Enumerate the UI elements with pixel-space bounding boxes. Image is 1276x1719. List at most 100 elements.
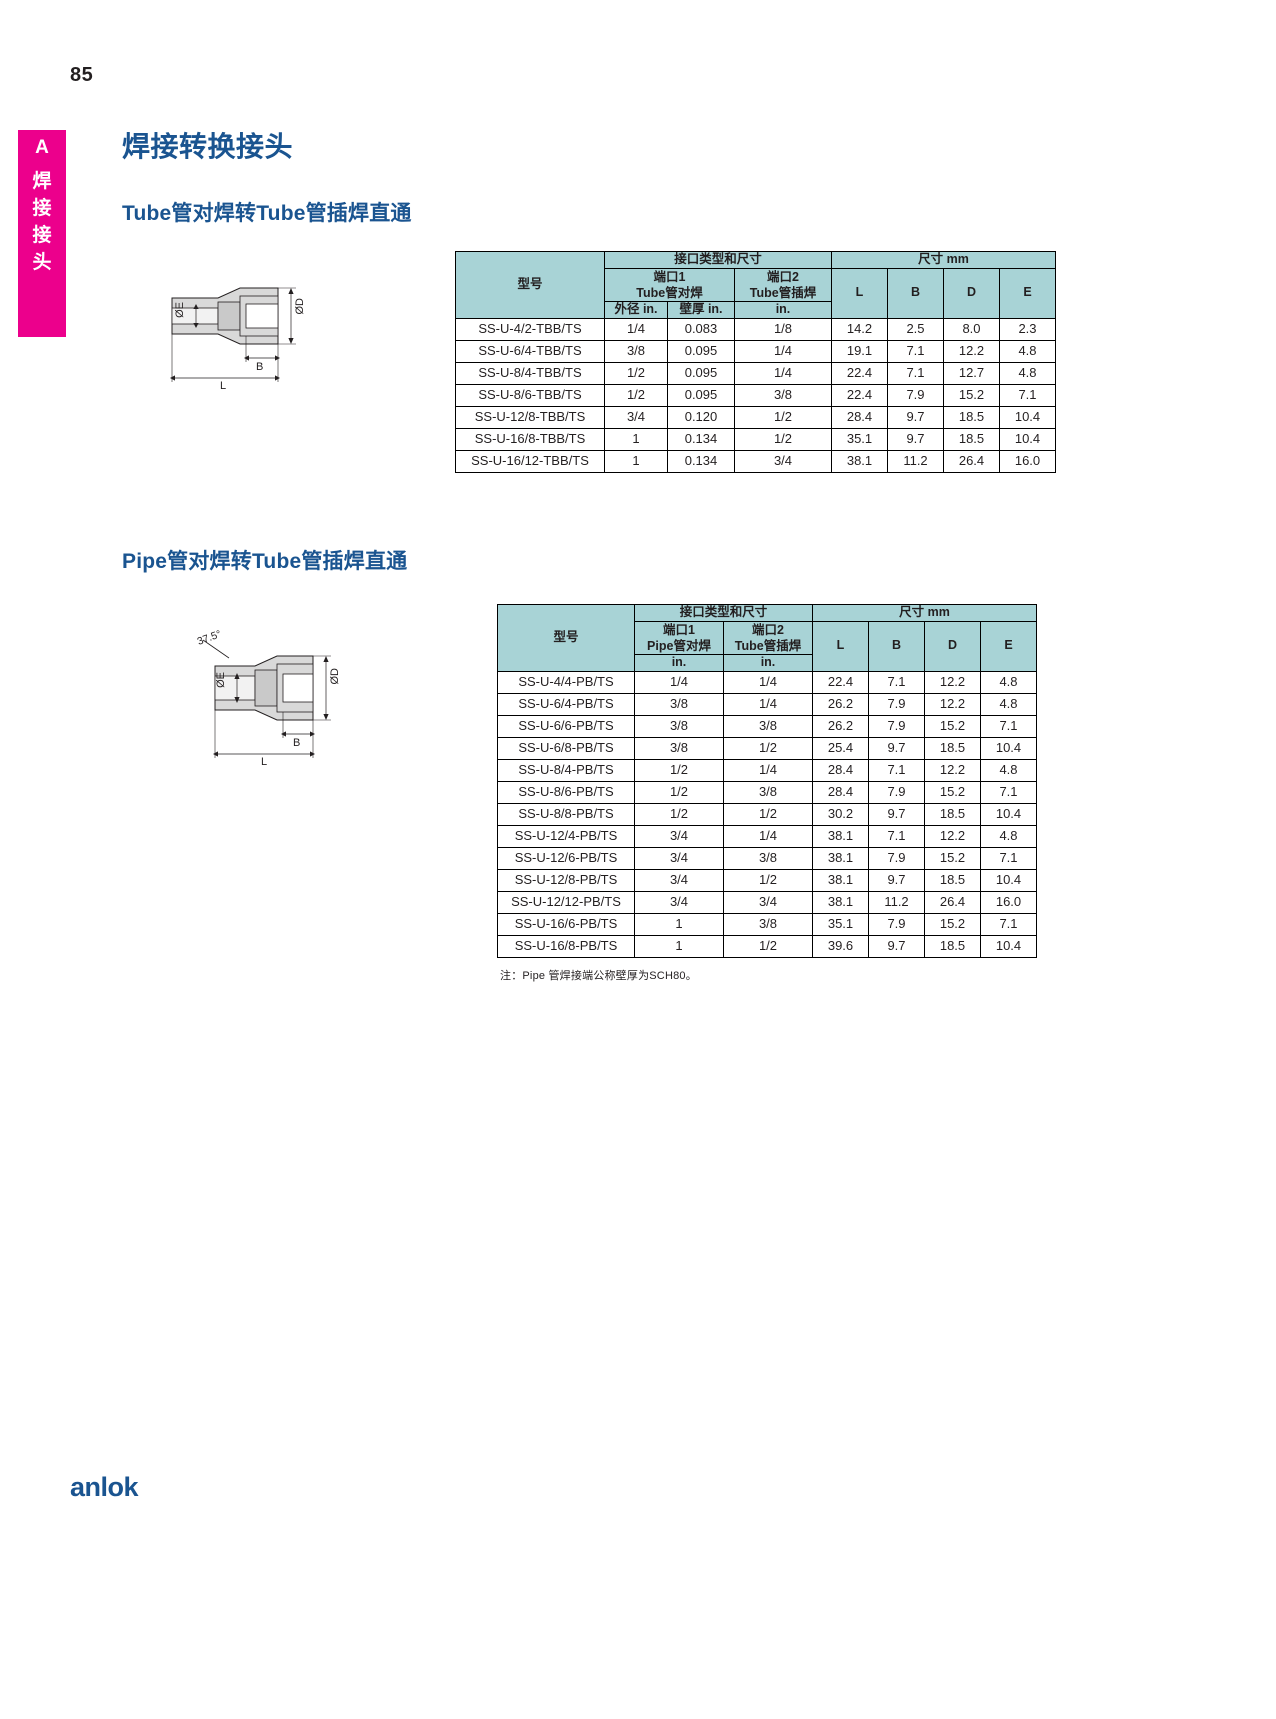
cell-E: 7.1 xyxy=(980,912,1037,936)
cell-model: SS-U-8/6-TBB/TS xyxy=(455,383,605,407)
cell-model: SS-U-4/2-TBB/TS xyxy=(455,317,605,341)
cell-port1: 3/8 xyxy=(634,692,724,716)
table-row: SS-U-6/8-PB/TS 3/8 1/2 25.4 9.7 18.5 10.4 xyxy=(497,736,1037,760)
table-note: 注：Pipe 管焊接端公称壁厚为SCH80。 xyxy=(500,970,697,982)
cell-B: 7.9 xyxy=(887,383,944,407)
table-header-row: in. in. xyxy=(498,654,1037,672)
cell-D: 12.7 xyxy=(943,361,1000,385)
cell-B: 7.1 xyxy=(887,361,944,385)
col-header-port2: 端口2 Tube管插焊 xyxy=(734,267,832,303)
cell-B: 9.7 xyxy=(868,934,925,958)
cell-port2: 3/8 xyxy=(723,714,813,738)
table-row: SS-U-6/6-PB/TS 3/8 3/8 26.2 7.9 15.2 7.1 xyxy=(497,714,1037,738)
cell-D: 18.5 xyxy=(924,868,981,892)
cell-port2: 1/2 xyxy=(723,802,813,826)
cell-port1: 3/4 xyxy=(634,824,724,848)
cell-E: 7.1 xyxy=(980,846,1037,870)
port1-line2: Tube管对焊 xyxy=(636,285,703,300)
cell-port2: 3/8 xyxy=(723,846,813,870)
cell-E: 4.8 xyxy=(999,361,1056,385)
page-title: 焊接转换接头 xyxy=(122,131,294,162)
section-index-char: 接 xyxy=(32,197,52,219)
cell-model: SS-U-16/6-PB/TS xyxy=(497,912,635,936)
cell-L: 19.1 xyxy=(831,339,888,363)
table-row: SS-U-12/8-PB/TS 3/4 1/2 38.1 9.7 18.5 10.4 xyxy=(497,868,1037,892)
section-heading-2: Pipe管对焊转Tube管插焊直通 xyxy=(122,550,408,573)
cell-L: 26.2 xyxy=(812,714,869,738)
table-header-row: 型号 接口类型和尺寸 尺寸 mm xyxy=(497,604,1037,672)
cell-port1: 3/4 xyxy=(634,890,724,914)
col-group-connection: 接口类型和尺寸 xyxy=(604,251,832,269)
cell-L: 22.4 xyxy=(831,361,888,385)
product-drawing-tube-to-tube: ØE ØD B L xyxy=(160,262,380,397)
cell-port2: 1/2 xyxy=(723,736,813,760)
cell-model: SS-U-12/8-TBB/TS xyxy=(455,405,605,429)
col-header-port1: 端口1 Tube管对焊 xyxy=(604,267,735,303)
cell-od: 1 xyxy=(604,449,668,473)
cell-port2: 3/8 xyxy=(723,912,813,936)
table-row: SS-U-12/6-PB/TS 3/4 3/8 38.1 7.9 15.2 7.1 xyxy=(497,846,1037,870)
cell-model: SS-U-8/8-PB/TS xyxy=(497,802,635,826)
cell-D: 18.5 xyxy=(924,736,981,760)
cell-D: 26.4 xyxy=(943,449,1000,473)
table-row: SS-U-16/8-PB/TS 1 1/2 39.6 9.7 18.5 10.4 xyxy=(497,934,1037,958)
table-body: SS-U-4/2-TBB/TS 1/4 0.083 1/8 14.2 2.5 8.0 2.3 S… xyxy=(455,317,1056,473)
cell-B: 7.1 xyxy=(868,824,925,848)
cell-port2: 1/4 xyxy=(723,670,813,694)
cell-E: 10.4 xyxy=(999,427,1056,451)
cell-D: 18.5 xyxy=(943,405,1000,429)
port2-line1: 端口2 xyxy=(752,622,784,637)
cell-D: 15.2 xyxy=(943,383,1000,407)
col-header-B: B xyxy=(868,620,925,672)
cell-B: 9.7 xyxy=(868,736,925,760)
table-row: SS-U-12/12-PB/TS 3/4 3/4 38.1 11.2 26.4 16.0 xyxy=(497,890,1037,914)
col-header-L: L xyxy=(831,267,888,319)
cell-wall: 0.095 xyxy=(667,361,735,385)
cell-B: 2.5 xyxy=(887,317,944,341)
cell-model: SS-U-12/6-PB/TS xyxy=(497,846,635,870)
table-header-row: 端口1 Pipe管对焊 端口2 Tube管插焊 L B D E xyxy=(498,620,1037,672)
cell-port2: 1/2 xyxy=(723,934,813,958)
cell-od: 3/4 xyxy=(604,405,668,429)
cell-port1: 3/4 xyxy=(634,868,724,892)
cell-wall: 0.095 xyxy=(667,383,735,407)
cell-model: SS-U-6/6-PB/TS xyxy=(497,714,635,738)
dimension-label-B: B xyxy=(293,737,301,749)
cell-port2: 1/4 xyxy=(734,339,832,363)
cell-od: 1/4 xyxy=(604,317,668,341)
table-header: 型号 接口类型和尺寸 尺寸 mm 端口1 Tube管对焊 端口2 Tube管插焊… xyxy=(455,251,1056,319)
cell-E: 4.8 xyxy=(980,692,1037,716)
port2-line2: Tube管插焊 xyxy=(734,638,802,653)
col-group-connection: 接口类型和尺寸 xyxy=(634,604,813,622)
cell-L: 22.4 xyxy=(812,670,869,694)
cell-B: 11.2 xyxy=(868,890,925,914)
cell-E: 4.8 xyxy=(980,824,1037,848)
cell-port2: 1/4 xyxy=(723,758,813,782)
cell-port1: 3/8 xyxy=(634,714,724,738)
cell-E: 10.4 xyxy=(980,802,1037,826)
col-header-outer-diameter: 外径 in. xyxy=(604,301,668,319)
cell-E: 7.1 xyxy=(999,383,1056,407)
cell-port2: 1/4 xyxy=(734,361,832,385)
dimension-label-L: L xyxy=(220,380,227,392)
cell-L: 28.4 xyxy=(831,405,888,429)
cell-port2: 1/4 xyxy=(723,692,813,716)
dimension-label-E: ØE xyxy=(174,302,186,318)
spec-table-pipe-to-tube: 型号 接口类型和尺寸 尺寸 mm 端口1 Pipe管对焊 端口2 Tube管插焊… xyxy=(497,604,1037,958)
cell-od: 1/2 xyxy=(604,361,668,385)
col-header-E: E xyxy=(980,620,1037,672)
cell-port1: 3/8 xyxy=(634,736,724,760)
col-header-B: B xyxy=(887,267,944,319)
cell-E: 2.3 xyxy=(999,317,1056,341)
cell-port2: 3/8 xyxy=(734,383,832,407)
cell-L: 38.1 xyxy=(812,868,869,892)
table-row: SS-U-16/12-TBB/TS 1 0.134 3/4 38.1 11.2 26.4 16… xyxy=(455,449,1056,473)
col-header-model: 型号 xyxy=(497,604,635,672)
cell-model: SS-U-12/8-PB/TS xyxy=(497,868,635,892)
cell-B: 9.7 xyxy=(868,802,925,826)
cell-B: 7.1 xyxy=(868,758,925,782)
col-header-port1-unit: in. xyxy=(634,654,724,672)
cell-od: 1/2 xyxy=(604,383,668,407)
table-row: SS-U-12/4-PB/TS 3/4 1/4 38.1 7.1 12.2 4.8 xyxy=(497,824,1037,848)
table-row: SS-U-8/6-TBB/TS 1/2 0.095 3/8 22.4 7.9 15.2 7.1 xyxy=(455,383,1056,407)
